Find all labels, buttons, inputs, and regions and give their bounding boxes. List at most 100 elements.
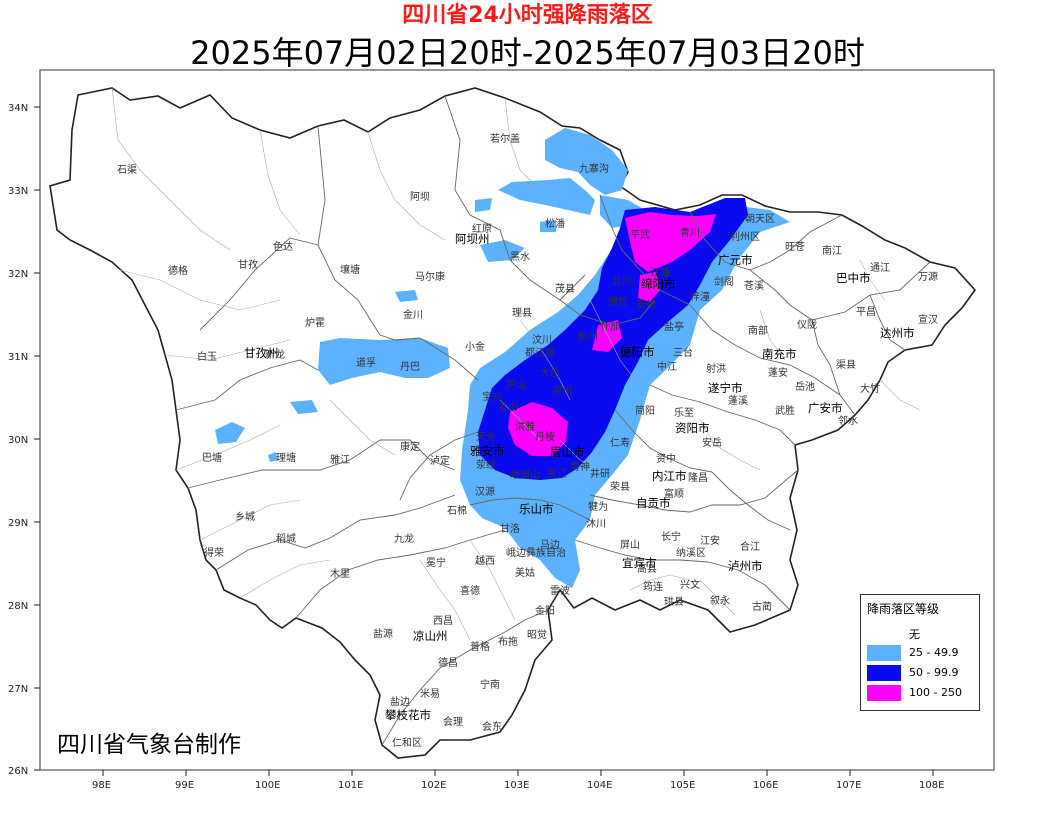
county-label: 蓬安 (768, 366, 788, 379)
city-label: 资阳市 (675, 421, 710, 435)
county-label: 得荣 (204, 547, 224, 559)
legend-label-50-99.9: 50 - 99.9 (909, 666, 959, 679)
county-label: 泸定 (430, 454, 450, 467)
county-label: 马尔康 (415, 270, 445, 283)
county-label: 夹江 (547, 467, 567, 480)
county-label: 资中 (656, 452, 676, 465)
county-label: 松潘 (545, 217, 565, 230)
county-label: 犍为 (588, 501, 608, 513)
county-label: 峨眉山 (510, 469, 540, 481)
lat-tick-label: 26N (8, 766, 28, 777)
county-label: 梓潼 (690, 290, 710, 303)
county-label: 盐边 (390, 695, 410, 708)
county-label: 荥经 (476, 458, 496, 471)
county-label: 石渠 (117, 164, 137, 176)
county-label: 蓬溪 (728, 395, 748, 407)
rain-zone-100-250 (508, 212, 716, 456)
county-label: 会理 (443, 715, 463, 728)
rain-zone-25-49.9 (215, 128, 790, 588)
city-label: 绵阳市 (641, 277, 676, 291)
county-label: 宁南 (480, 678, 500, 691)
county-label: 壤塘 (340, 263, 360, 276)
county-label: 苍溪 (744, 279, 764, 292)
county-labels: 若尔盖 九寨沟 石渠 阿坝 红原 松潘 青川 朝天区 利州区 旺苍 南江 通江 … (117, 132, 938, 749)
lat-tick-label: 32N (8, 269, 28, 280)
city-label: 遂宁市 (708, 381, 743, 395)
county-label: 金川 (403, 308, 423, 321)
county-label: 石棉 (447, 504, 467, 517)
lon-tick-label: 99E (175, 780, 194, 791)
city-label: 巴中市 (836, 271, 871, 285)
county-label: 丹棱 (535, 430, 555, 443)
county-label: 汉源 (475, 485, 495, 498)
county-label: 隆昌 (688, 471, 708, 484)
county-label: 剑阁 (714, 275, 734, 288)
county-label: 什邡 (600, 320, 620, 333)
lat-tick-label: 31N (8, 352, 28, 363)
county-label: 青川 (680, 226, 700, 239)
county-label: 洪雅 (515, 420, 535, 433)
admin-boundaries (175, 95, 931, 746)
county-label: 南江 (822, 244, 842, 257)
county-label: 南部 (748, 324, 768, 337)
map-subtitle: 2025年07月02日20时-2025年07月03日20时 (190, 34, 865, 72)
city-label: 达州市 (880, 326, 915, 340)
county-label: 武胜 (775, 404, 795, 417)
city-label: 攀枝花市 (385, 708, 431, 722)
county-label: 木里 (330, 568, 350, 580)
county-label: 德昌 (438, 656, 458, 669)
city-label: 自贡市 (636, 496, 671, 510)
county-label: 绵竹 (608, 295, 628, 308)
county-label: 渠县 (836, 359, 856, 371)
county-label: 叙永 (710, 594, 730, 607)
county-label: 九龙 (394, 532, 414, 545)
city-label: 眉山市 (550, 445, 585, 459)
lon-tick-label: 107E (836, 780, 861, 791)
county-label: 米易 (420, 687, 440, 700)
city-label: 广元市 (718, 253, 753, 267)
county-label: 九寨沟 (579, 162, 609, 175)
county-label: 昭觉 (527, 629, 547, 641)
county-label: 若尔盖 (490, 132, 520, 145)
lon-tick-label: 104E (587, 780, 612, 791)
lat-tick-label: 29N (8, 518, 28, 529)
county-label: 合江 (740, 540, 760, 553)
lon-axis: 98E 99E 100E 101E 102E 103E 104E 105E 10… (92, 770, 944, 791)
city-label: 阿坝州 (455, 232, 490, 246)
county-label: 峨边彝族自治 (506, 546, 566, 559)
county-label: 青神 (570, 460, 590, 473)
county-label: 简阳 (635, 404, 655, 417)
lat-tick-label: 34N (8, 103, 28, 114)
county-label: 盐源 (373, 627, 393, 640)
county-label: 仁寿 (610, 436, 630, 449)
county-label: 会东 (482, 720, 502, 733)
lat-axis: 34N 33N 32N 31N 30N 29N 28N 27N 26N (8, 103, 40, 777)
county-label: 普格 (470, 640, 490, 653)
county-label: 平昌 (856, 306, 876, 318)
county-label: 江油 (650, 266, 670, 279)
county-label: 美姑 (515, 566, 535, 579)
county-label: 理塘 (276, 451, 296, 464)
lat-tick-label: 28N (8, 601, 28, 612)
county-label: 汶川 (532, 333, 552, 346)
county-label: 长宁 (661, 530, 681, 543)
county-label: 理县 (512, 307, 532, 319)
county-label: 黑水 (510, 251, 530, 263)
county-label: 越西 (475, 554, 495, 567)
lat-tick-label: 27N (8, 684, 28, 695)
county-label: 道孚 (356, 356, 376, 369)
county-label: 荣县 (610, 481, 630, 493)
county-label: 乐至 (674, 407, 694, 419)
county-label: 利州区 (730, 231, 760, 243)
legend-swatch-none (867, 625, 901, 641)
county-label: 大竹 (860, 382, 880, 395)
legend-title: 降雨落区等级 (867, 602, 940, 616)
lon-tick-label: 100E (255, 780, 280, 791)
legend-swatch-50-99.9 (867, 665, 901, 681)
legend-label-none: 无 (909, 628, 920, 641)
legend-label-100-250: 100 - 250 (909, 686, 962, 699)
county-label: 岳池 (795, 380, 815, 393)
county-label: 古蔺 (752, 600, 772, 613)
city-label: 广安市 (808, 401, 843, 415)
